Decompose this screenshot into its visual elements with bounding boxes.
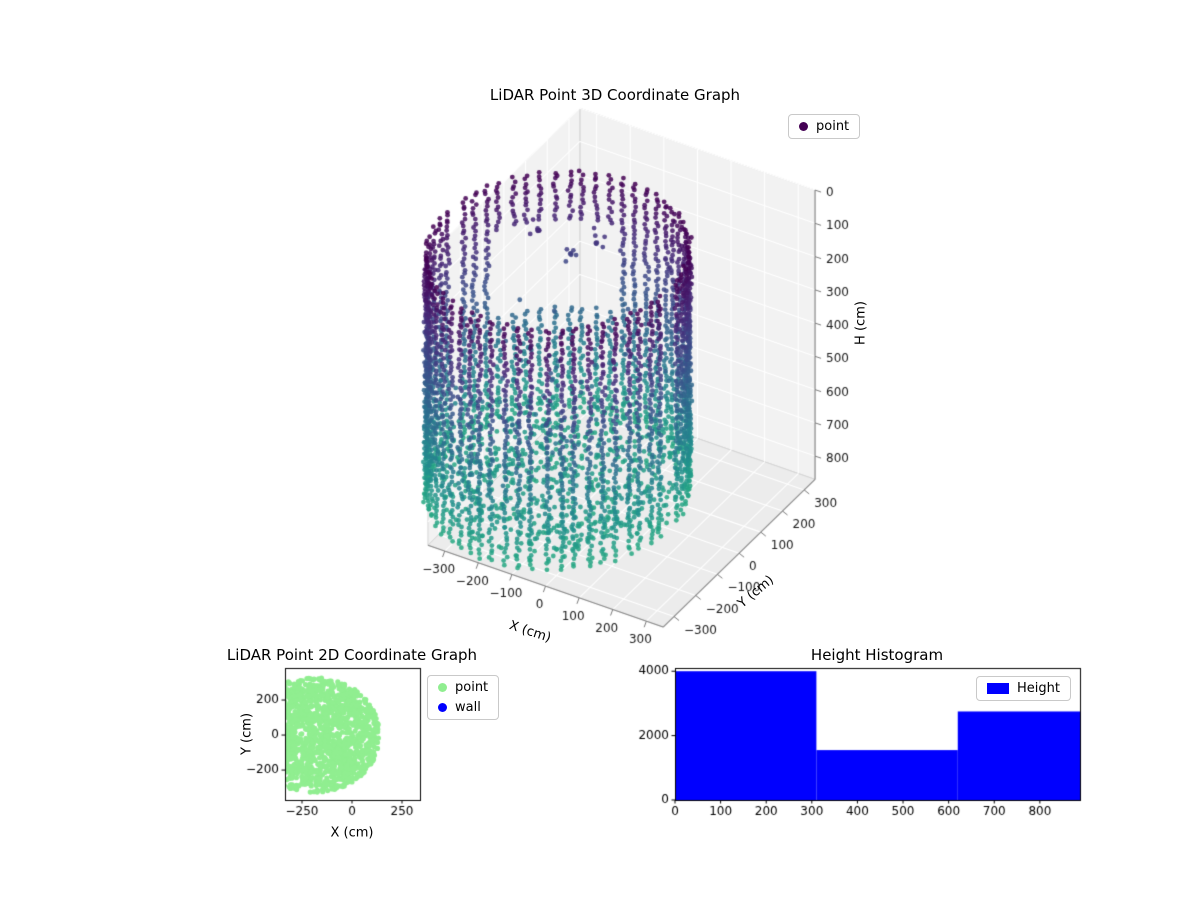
chart-2d-legend: point wall (427, 675, 500, 720)
height-marker-icon (987, 683, 1009, 694)
chart-3d-legend: point (788, 114, 861, 139)
chart-3d-title: LiDAR Point 3D Coordinate Graph (489, 86, 741, 104)
legend-label-height: Height (1017, 681, 1060, 696)
chart-2d-ylabel: Y (cm) (239, 712, 255, 756)
chart-2d-title: LiDAR Point 2D Coordinate Graph (226, 646, 478, 664)
chart-2d-xlabel: X (cm) (330, 825, 374, 841)
legend-label-point: point (455, 680, 489, 695)
histogram-legend: Height (976, 676, 1071, 701)
chart-3d-zlabel: H (cm) (853, 301, 869, 345)
legend-label-point: point (816, 119, 850, 134)
legend-label-wall: wall (455, 700, 481, 715)
point-marker-icon (799, 122, 808, 131)
point-marker-icon (438, 683, 447, 692)
histogram-title: Height Histogram (810, 646, 944, 664)
legend-item-wall: wall (438, 700, 488, 715)
wall-marker-icon (438, 703, 447, 712)
legend-item-point: point (438, 680, 488, 695)
legend-item-height: Height (987, 681, 1060, 696)
legend-item-point: point (799, 119, 849, 134)
